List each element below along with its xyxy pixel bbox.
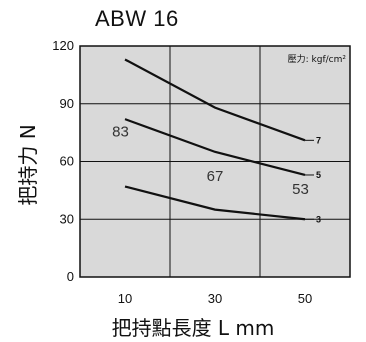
y-tick-label: 90 xyxy=(60,96,74,111)
y-tick-label: 0 xyxy=(67,269,74,284)
annotation-value: 83 xyxy=(112,123,129,140)
series-line-3 xyxy=(124,185,306,221)
y-tick-label: 120 xyxy=(52,38,74,53)
x-tick-label: 50 xyxy=(298,291,312,306)
annotations: 83 67 53 xyxy=(112,123,309,198)
x-axis-label: 把持點長度 L mm xyxy=(111,316,275,340)
series-label-7: 7 xyxy=(316,135,321,145)
series-lines: 753 xyxy=(124,58,321,224)
x-tick-labels: 10 30 50 xyxy=(118,291,312,306)
series-label-3: 3 xyxy=(316,214,321,224)
pressure-unit-note: 壓力: kgf/cm² xyxy=(288,53,347,65)
series-label-5: 5 xyxy=(316,170,321,180)
series-line-7 xyxy=(124,58,306,142)
annotation-value: 53 xyxy=(292,181,309,198)
y-tick-labels: 0 30 60 90 120 xyxy=(52,38,74,284)
x-tick-label: 30 xyxy=(208,291,222,306)
plot-frame xyxy=(79,45,351,278)
y-tick-label: 30 xyxy=(60,211,74,226)
series-line-5 xyxy=(124,118,306,177)
annotation-value: 67 xyxy=(207,168,224,185)
x-tick-label: 10 xyxy=(118,291,132,306)
chart-title: ABW 16 xyxy=(95,6,179,31)
y-tick-label: 60 xyxy=(60,154,74,169)
